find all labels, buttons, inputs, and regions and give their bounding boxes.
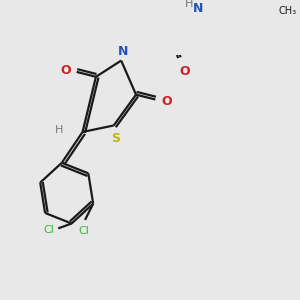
- Text: O: O: [60, 64, 71, 77]
- Text: H: H: [185, 0, 194, 9]
- Text: Cl: Cl: [44, 225, 55, 235]
- Text: CH₃: CH₃: [278, 6, 296, 16]
- Text: S: S: [111, 132, 120, 145]
- Text: O: O: [161, 94, 172, 108]
- Text: O: O: [180, 65, 190, 78]
- Text: H: H: [55, 125, 63, 135]
- Text: Cl: Cl: [78, 226, 89, 236]
- Text: N: N: [193, 2, 204, 15]
- Text: N: N: [118, 45, 129, 58]
